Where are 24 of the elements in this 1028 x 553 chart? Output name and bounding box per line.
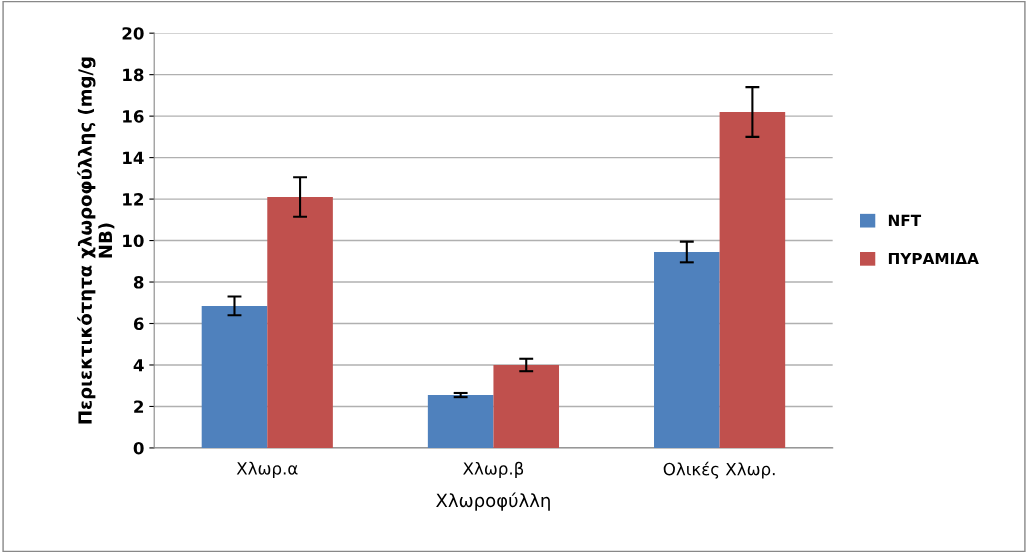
y-tick-label: 2 [134, 400, 144, 413]
y-tick-label: 8 [133, 275, 144, 289]
bar [654, 251, 720, 448]
y-tick-label: 0 [133, 441, 144, 455]
bar [427, 395, 494, 448]
y-tick-label: 4 [133, 359, 144, 372]
y-tick-label: 12 [123, 193, 144, 206]
x-tick-label: Ολικές Χλωρ. [663, 461, 775, 479]
y-axis-title: Περιεκτικότητα χλωροφύλλης (mg/g NB) [77, 57, 115, 424]
y-tick-label: 6 [133, 317, 144, 331]
bar [267, 197, 333, 448]
bar [719, 111, 786, 448]
y-tick-label: 20 [122, 27, 144, 40]
x-tick-label: Χλωρ.α [236, 461, 298, 478]
y-tick-label: 16 [123, 110, 144, 123]
legend-label: ΠΥΡΑΜΙΔΑ [888, 252, 979, 265]
bar [493, 364, 560, 448]
y-tick-label: 14 [123, 151, 144, 164]
y-tick-label: 10 [123, 234, 144, 248]
y-tick-label: 18 [123, 68, 144, 82]
bar [201, 305, 268, 448]
x-axis-title: Χλωροφύλλη [436, 492, 550, 511]
legend-label: NFT [888, 214, 922, 226]
x-tick-label: Χλωρ.β [463, 461, 524, 479]
